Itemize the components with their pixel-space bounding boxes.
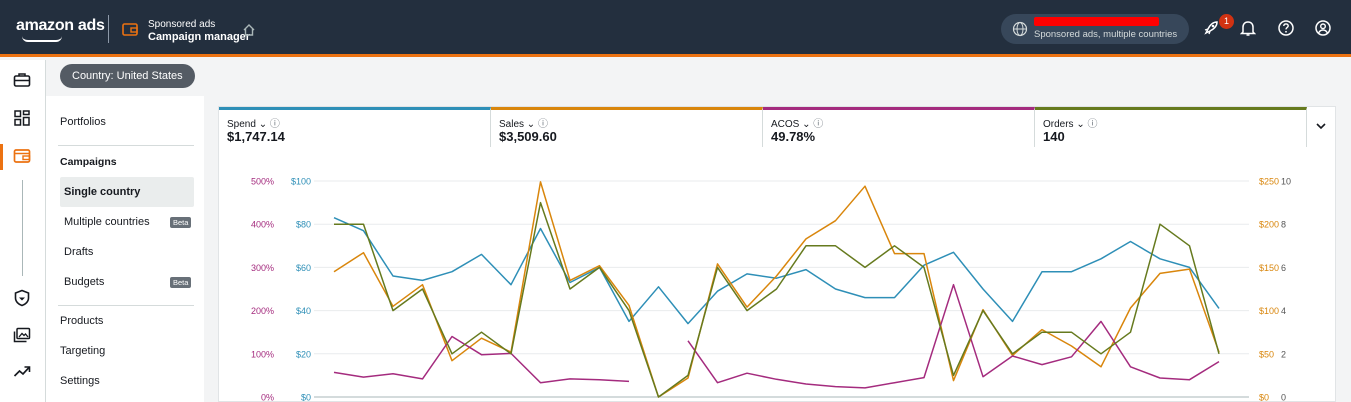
kpi-sales[interactable]: Sales ⌄ ⓘ $3,509.60	[491, 107, 763, 147]
kpi-orders-value: 140	[1043, 129, 1065, 144]
rail-connector-line	[22, 180, 23, 276]
kpi-acos-value: 49.78%	[771, 129, 816, 144]
kpi-sales-value: $3,509.60	[499, 129, 557, 144]
campaign-manager-subnav: Portfolios Campaigns Single country Mult…	[46, 96, 204, 402]
acos-axis-tick: 200%	[251, 306, 274, 316]
brand-divider	[108, 15, 109, 43]
product-kicker: Sponsored ads	[148, 19, 216, 30]
nav-selected-highlight	[60, 177, 194, 207]
nav-divider	[58, 305, 194, 306]
sales-axis-tick: $200	[1259, 220, 1279, 230]
product-name: Campaign manager	[148, 31, 251, 43]
spend-axis-tick: $0	[301, 393, 311, 402]
orders-axis-tick: 0	[1281, 393, 1286, 402]
sales-axis-tick: $100	[1259, 306, 1279, 316]
spend-axis-tick: $60	[296, 263, 311, 273]
sales-axis-tick: $50	[1259, 349, 1274, 359]
sales-axis-tick: $150	[1259, 263, 1279, 273]
acos-series-line	[687, 283, 1220, 389]
spend-axis-tick: $80	[296, 220, 311, 230]
home-icon[interactable]	[242, 23, 256, 37]
sales-series-line	[333, 181, 1220, 398]
account-switcher[interactable]: Sponsored ads, multiple countries	[1001, 14, 1189, 44]
orders-series-line	[334, 201, 1220, 398]
kpi-spend[interactable]: Spend ⌄ ⓘ $1,747.14	[219, 107, 491, 147]
rail-active-indicator	[0, 144, 3, 170]
amazon-ads-logo[interactable]: amazon ads	[16, 17, 105, 34]
kpi-orders-label[interactable]: Orders ⌄ ⓘ	[1043, 119, 1098, 130]
bell-icon[interactable]	[1240, 19, 1256, 37]
kpi-orders[interactable]: Orders ⌄ ⓘ 140	[1035, 107, 1307, 147]
orders-axis-tick: 10	[1281, 177, 1291, 187]
campaign-wallet-icon	[122, 23, 138, 36]
spend-axis-tick: $40	[296, 306, 311, 316]
orders-axis-tick: 2	[1281, 349, 1286, 359]
kpi-sales-label[interactable]: Sales ⌄ ⓘ	[499, 119, 548, 130]
account-name-redacted	[1034, 17, 1159, 26]
nav-single-country[interactable]: Single country	[64, 186, 141, 198]
info-icon: ⓘ	[537, 119, 548, 130]
shield-icon[interactable]	[13, 289, 31, 307]
dashboard-icon[interactable]	[13, 109, 31, 127]
orders-axis-tick: 6	[1281, 263, 1286, 273]
chevron-down-icon[interactable]	[1315, 121, 1327, 131]
beta-badge: Beta	[170, 217, 192, 228]
nav-divider	[58, 145, 194, 146]
sales-axis-tick: $250	[1259, 177, 1279, 187]
acos-axis-tick: 400%	[251, 220, 274, 230]
nav-multiple-countries[interactable]: Multiple countries	[64, 216, 150, 228]
icon-rail	[0, 60, 46, 402]
notification-badge: 1	[1219, 14, 1234, 29]
info-icon: ⓘ	[813, 119, 824, 130]
country-selector-chip[interactable]: Country: United States	[60, 64, 195, 88]
amazon-smile-logo-mark	[22, 36, 62, 42]
kpi-spend-value: $1,747.14	[227, 129, 285, 144]
beta-badge: Beta	[170, 277, 192, 288]
campaign-wallet-icon[interactable]	[13, 148, 31, 164]
nav-campaigns-header[interactable]: Campaigns	[60, 156, 117, 168]
nav-portfolios[interactable]: Portfolios	[60, 116, 106, 128]
kpi-acos[interactable]: ACOS ⌄ ⓘ 49.78%	[763, 107, 1035, 147]
performance-chart-card: Spend ⌄ ⓘ $1,747.14 Sales ⌄ ⓘ $3,509.60 …	[218, 106, 1336, 402]
spend-axis-tick: $100	[291, 177, 311, 187]
profile-icon[interactable]	[1314, 19, 1332, 37]
nav-budgets[interactable]: Budgets	[64, 276, 105, 288]
kpi-acos-label[interactable]: ACOS ⌄ ⓘ	[771, 119, 824, 130]
sales-axis-tick: $0	[1259, 393, 1269, 402]
acos-axis-tick: 0%	[261, 393, 274, 402]
performance-line-chart: 0% 100% 200% 300% 400% 500% $0 $20 $40 $60 $80 $100…	[251, 177, 1291, 402]
spend-series-line	[333, 217, 1220, 325]
orders-axis-tick: 8	[1281, 220, 1286, 230]
trending-icon[interactable]	[13, 364, 31, 378]
nav-drafts[interactable]: Drafts	[64, 246, 94, 258]
acos-axis-tick: 500%	[251, 177, 274, 187]
top-navigation-bar: amazon ads Sponsored ads Campaign manage…	[0, 0, 1351, 57]
acos-axis-tick: 300%	[251, 263, 274, 273]
acos-axis-tick: 100%	[251, 349, 274, 359]
globe-icon	[1012, 21, 1028, 37]
nav-products[interactable]: Products	[60, 315, 104, 327]
rocket-icon[interactable]	[1202, 19, 1220, 37]
help-icon[interactable]	[1277, 19, 1295, 37]
spend-axis-tick: $20	[296, 349, 311, 359]
orders-axis-tick: 4	[1281, 306, 1286, 316]
account-scope: Sponsored ads, multiple countries	[1034, 29, 1178, 40]
kpi-spend-label[interactable]: Spend ⌄ ⓘ	[227, 119, 280, 130]
media-library-icon[interactable]	[13, 327, 31, 343]
acos-series-line	[333, 335, 630, 384]
nav-settings[interactable]: Settings	[60, 375, 100, 387]
info-icon: ⓘ	[269, 119, 280, 130]
briefcase-icon[interactable]	[13, 72, 31, 88]
info-icon: ⓘ	[1087, 119, 1098, 130]
nav-targeting[interactable]: Targeting	[60, 345, 106, 357]
